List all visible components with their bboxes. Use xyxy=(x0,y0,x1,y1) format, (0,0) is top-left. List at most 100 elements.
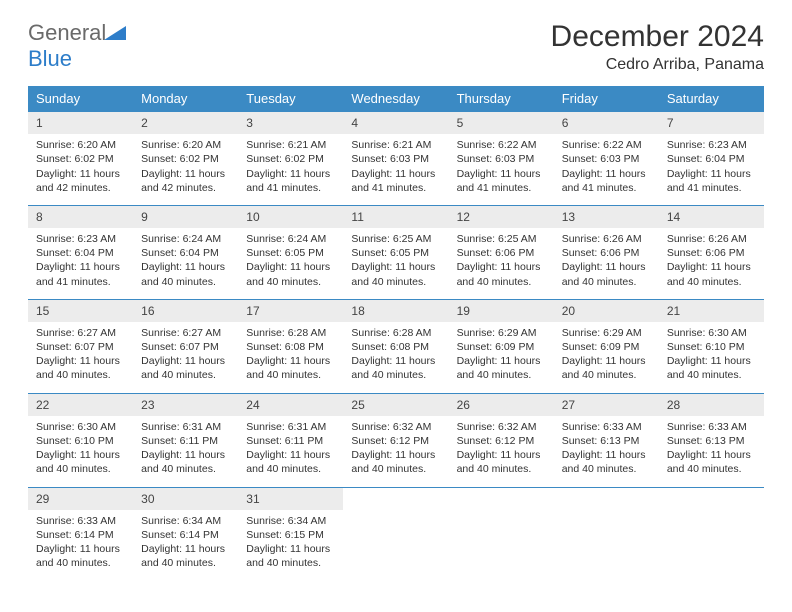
day-number: 26 xyxy=(449,393,554,416)
day-cell xyxy=(449,510,554,581)
day-cell: Sunrise: 6:34 AMSunset: 6:14 PMDaylight:… xyxy=(133,510,238,581)
sunrise-text: Sunrise: 6:22 AM xyxy=(457,138,546,152)
sunrise-text: Sunrise: 6:31 AM xyxy=(141,420,230,434)
day-cell: Sunrise: 6:20 AMSunset: 6:02 PMDaylight:… xyxy=(28,134,133,205)
sunset-text: Sunset: 6:05 PM xyxy=(246,246,335,260)
logo-text: GeneralBlue xyxy=(28,20,126,72)
daylight-text: Daylight: 11 hours and 42 minutes. xyxy=(141,167,230,195)
day-number: 4 xyxy=(343,112,448,135)
daylight-text: Daylight: 11 hours and 41 minutes. xyxy=(562,167,651,195)
sunrise-text: Sunrise: 6:23 AM xyxy=(667,138,756,152)
daylight-text: Daylight: 11 hours and 40 minutes. xyxy=(457,260,546,288)
daylight-text: Daylight: 11 hours and 40 minutes. xyxy=(562,354,651,382)
sunset-text: Sunset: 6:11 PM xyxy=(141,434,230,448)
weekday-header: Wednesday xyxy=(343,86,448,112)
sunrise-text: Sunrise: 6:26 AM xyxy=(562,232,651,246)
day-number: 24 xyxy=(238,393,343,416)
sunset-text: Sunset: 6:02 PM xyxy=(36,152,125,166)
sunset-text: Sunset: 6:06 PM xyxy=(457,246,546,260)
sunset-text: Sunset: 6:12 PM xyxy=(457,434,546,448)
day-cell: Sunrise: 6:25 AMSunset: 6:05 PMDaylight:… xyxy=(343,228,448,299)
day-cell: Sunrise: 6:33 AMSunset: 6:13 PMDaylight:… xyxy=(659,416,764,487)
sunrise-text: Sunrise: 6:28 AM xyxy=(351,326,440,340)
sunrise-text: Sunrise: 6:34 AM xyxy=(141,514,230,528)
sunset-text: Sunset: 6:04 PM xyxy=(667,152,756,166)
daylight-text: Daylight: 11 hours and 41 minutes. xyxy=(246,167,335,195)
sunset-text: Sunset: 6:10 PM xyxy=(667,340,756,354)
day-cell: Sunrise: 6:29 AMSunset: 6:09 PMDaylight:… xyxy=(554,322,659,393)
logo: GeneralBlue xyxy=(28,20,126,72)
sunset-text: Sunset: 6:10 PM xyxy=(36,434,125,448)
sunrise-text: Sunrise: 6:30 AM xyxy=(667,326,756,340)
sunrise-text: Sunrise: 6:28 AM xyxy=(246,326,335,340)
day-number: 8 xyxy=(28,205,133,228)
day-content-row: Sunrise: 6:30 AMSunset: 6:10 PMDaylight:… xyxy=(28,416,764,487)
day-number: 25 xyxy=(343,393,448,416)
sunset-text: Sunset: 6:06 PM xyxy=(667,246,756,260)
day-number-row: 1234567 xyxy=(28,112,764,135)
daylight-text: Daylight: 11 hours and 40 minutes. xyxy=(246,354,335,382)
day-cell: Sunrise: 6:33 AMSunset: 6:13 PMDaylight:… xyxy=(554,416,659,487)
sunset-text: Sunset: 6:09 PM xyxy=(457,340,546,354)
sunrise-text: Sunrise: 6:29 AM xyxy=(457,326,546,340)
day-number: 9 xyxy=(133,205,238,228)
daylight-text: Daylight: 11 hours and 40 minutes. xyxy=(36,354,125,382)
sunset-text: Sunset: 6:14 PM xyxy=(36,528,125,542)
sunset-text: Sunset: 6:03 PM xyxy=(457,152,546,166)
day-cell: Sunrise: 6:34 AMSunset: 6:15 PMDaylight:… xyxy=(238,510,343,581)
sunset-text: Sunset: 6:03 PM xyxy=(562,152,651,166)
day-cell: Sunrise: 6:29 AMSunset: 6:09 PMDaylight:… xyxy=(449,322,554,393)
sunset-text: Sunset: 6:08 PM xyxy=(246,340,335,354)
daylight-text: Daylight: 11 hours and 40 minutes. xyxy=(246,260,335,288)
weekday-header: Friday xyxy=(554,86,659,112)
day-cell: Sunrise: 6:31 AMSunset: 6:11 PMDaylight:… xyxy=(133,416,238,487)
sunrise-text: Sunrise: 6:25 AM xyxy=(351,232,440,246)
day-cell: Sunrise: 6:27 AMSunset: 6:07 PMDaylight:… xyxy=(133,322,238,393)
sunrise-text: Sunrise: 6:26 AM xyxy=(667,232,756,246)
sunrise-text: Sunrise: 6:32 AM xyxy=(457,420,546,434)
day-content-row: Sunrise: 6:33 AMSunset: 6:14 PMDaylight:… xyxy=(28,510,764,581)
sunset-text: Sunset: 6:08 PM xyxy=(351,340,440,354)
daylight-text: Daylight: 11 hours and 41 minutes. xyxy=(36,260,125,288)
weekday-header: Tuesday xyxy=(238,86,343,112)
day-cell: Sunrise: 6:24 AMSunset: 6:05 PMDaylight:… xyxy=(238,228,343,299)
daylight-text: Daylight: 11 hours and 40 minutes. xyxy=(141,542,230,570)
day-number: 10 xyxy=(238,205,343,228)
daylight-text: Daylight: 11 hours and 40 minutes. xyxy=(36,542,125,570)
day-number: 19 xyxy=(449,299,554,322)
weekday-header: Monday xyxy=(133,86,238,112)
daylight-text: Daylight: 11 hours and 40 minutes. xyxy=(457,354,546,382)
sunset-text: Sunset: 6:09 PM xyxy=(562,340,651,354)
day-number: 2 xyxy=(133,112,238,135)
logo-triangle-icon xyxy=(104,24,126,40)
day-cell: Sunrise: 6:21 AMSunset: 6:02 PMDaylight:… xyxy=(238,134,343,205)
day-number: 5 xyxy=(449,112,554,135)
day-number: 28 xyxy=(659,393,764,416)
daylight-text: Daylight: 11 hours and 40 minutes. xyxy=(351,448,440,476)
sunrise-text: Sunrise: 6:29 AM xyxy=(562,326,651,340)
sunrise-text: Sunrise: 6:23 AM xyxy=(36,232,125,246)
day-number: 20 xyxy=(554,299,659,322)
sunrise-text: Sunrise: 6:33 AM xyxy=(667,420,756,434)
daylight-text: Daylight: 11 hours and 40 minutes. xyxy=(141,260,230,288)
day-number xyxy=(343,487,448,510)
sunrise-text: Sunrise: 6:25 AM xyxy=(457,232,546,246)
month-title: December 2024 xyxy=(551,20,764,54)
daylight-text: Daylight: 11 hours and 40 minutes. xyxy=(246,448,335,476)
day-number: 14 xyxy=(659,205,764,228)
day-number: 3 xyxy=(238,112,343,135)
sunset-text: Sunset: 6:13 PM xyxy=(562,434,651,448)
day-cell: Sunrise: 6:30 AMSunset: 6:10 PMDaylight:… xyxy=(28,416,133,487)
day-number: 27 xyxy=(554,393,659,416)
title-block: December 2024 Cedro Arriba, Panama xyxy=(551,20,764,74)
weekday-header: Thursday xyxy=(449,86,554,112)
daylight-text: Daylight: 11 hours and 41 minutes. xyxy=(667,167,756,195)
daylight-text: Daylight: 11 hours and 40 minutes. xyxy=(667,354,756,382)
sunrise-text: Sunrise: 6:33 AM xyxy=(562,420,651,434)
day-number: 11 xyxy=(343,205,448,228)
day-cell: Sunrise: 6:25 AMSunset: 6:06 PMDaylight:… xyxy=(449,228,554,299)
day-cell: Sunrise: 6:24 AMSunset: 6:04 PMDaylight:… xyxy=(133,228,238,299)
weekday-header: Sunday xyxy=(28,86,133,112)
day-cell: Sunrise: 6:23 AMSunset: 6:04 PMDaylight:… xyxy=(28,228,133,299)
sunset-text: Sunset: 6:07 PM xyxy=(141,340,230,354)
